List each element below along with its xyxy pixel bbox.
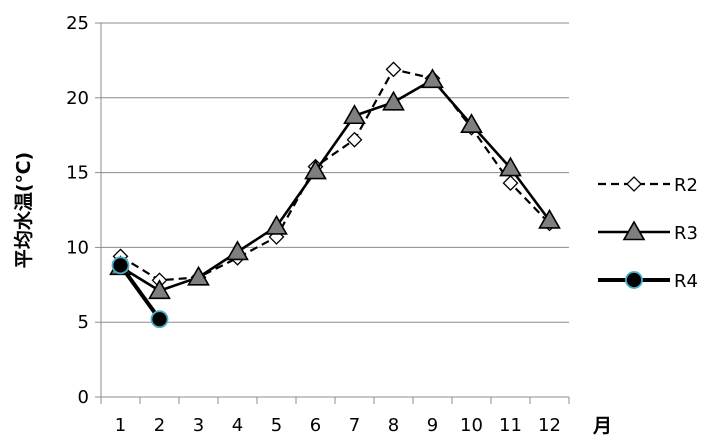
axis-labels: 平均水温(℃) 月 — [12, 152, 612, 437]
series-r4 — [111, 256, 169, 329]
data-point-r2 — [502, 175, 519, 191]
data-point-r2 — [385, 61, 402, 78]
legend-marker — [625, 271, 643, 289]
data-point-r3 — [343, 104, 366, 125]
data-point-r3 — [226, 240, 249, 261]
data-point-r2 — [346, 131, 363, 148]
y-tick-label: 5 — [78, 312, 89, 333]
x-tick-label: 4 — [232, 415, 243, 436]
x-axis-title: 月 — [592, 415, 612, 437]
data-point-r3 — [187, 265, 210, 286]
x-tick-label: 12 — [538, 415, 561, 436]
data-point-r3 — [499, 156, 522, 177]
legend-label: R4 — [674, 271, 698, 292]
series-line-r3 — [119, 78, 551, 293]
x-tick-label: 5 — [271, 415, 282, 436]
legend: R2 R3 R4 — [598, 175, 698, 292]
data-point-r3 — [421, 68, 444, 89]
x-tick-label: 1 — [115, 415, 126, 436]
x-tick-label: 10 — [460, 415, 483, 436]
x-tick-label: 8 — [388, 415, 399, 436]
x-tick-label: 6 — [310, 415, 321, 436]
data-point-r3 — [460, 113, 483, 134]
data-point-r3 — [265, 214, 288, 235]
data-point-r4 — [111, 256, 130, 275]
series-r2 — [112, 61, 558, 289]
legend-item-r3: R3 — [598, 220, 698, 244]
y-tick-label: 20 — [66, 88, 89, 109]
series-line-r2 — [119, 68, 551, 282]
series-line-r4 — [118, 264, 162, 321]
x-tick-label: 7 — [349, 415, 360, 436]
series-r3 — [109, 68, 561, 300]
data-point-r4 — [150, 310, 169, 329]
series-group — [109, 61, 561, 329]
y-tick-label: 25 — [66, 13, 89, 34]
legend-item-r4: R4 — [598, 271, 698, 292]
x-tick-label: 9 — [427, 415, 438, 436]
data-point-r3 — [304, 159, 327, 180]
y-tick-label: 15 — [66, 163, 89, 184]
legend-label: R2 — [674, 175, 698, 196]
x-tick-label: 11 — [499, 415, 522, 436]
legend-label: R3 — [674, 223, 698, 244]
y-tick-label: 10 — [66, 237, 89, 258]
data-point-r3 — [538, 208, 561, 229]
x-tick-label: 2 — [154, 415, 165, 436]
data-point-r3 — [148, 279, 171, 300]
legend-item-r2: R2 — [598, 175, 698, 196]
y-axis-title: 平均水温(℃) — [12, 152, 35, 268]
x-tick-label: 3 — [193, 415, 204, 436]
legend-marker — [622, 220, 646, 241]
data-point-r3 — [382, 90, 405, 111]
y-tick-label: 0 — [78, 387, 89, 408]
legend-marker — [626, 176, 642, 192]
grid-lines — [101, 22, 569, 323]
